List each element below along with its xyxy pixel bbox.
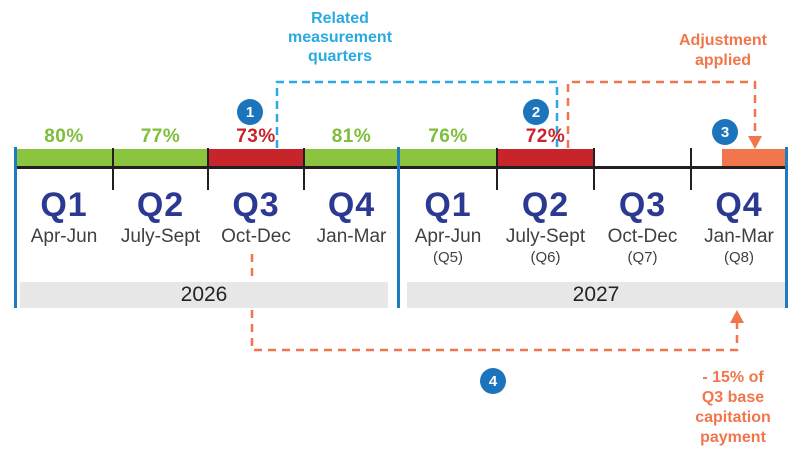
quarter-label: Q1 — [40, 186, 88, 224]
year-label: 2026 — [180, 283, 228, 306]
year-label: 2027 — [572, 283, 620, 306]
quarter-2027-q1: 76% Q1 Apr-Jun (Q5) — [399, 126, 497, 266]
marker-3: 3 — [712, 119, 738, 145]
quarter-2027-q3: Q3 Oct-Dec (Q7) — [594, 126, 691, 266]
payment-reduction-note: - 15% of Q3 base capitation payment — [695, 369, 771, 446]
sub-quarter-label: (Q6) — [530, 249, 561, 266]
bar-2027-q2 — [497, 149, 594, 166]
bar-2026-q4 — [304, 149, 400, 166]
bar-2026-q2 — [113, 149, 208, 166]
pct-label: 72% — [525, 126, 566, 147]
tick-2027-q3-q4 — [690, 148, 692, 190]
quarter-2026-q3: 73% Q3 Oct-Dec — [208, 126, 304, 249]
pct-label: 80% — [44, 126, 84, 147]
tick-2027-q1-q2 — [496, 148, 498, 190]
months-label: Apr-Jun — [414, 226, 482, 247]
months-label: July-Sept — [120, 226, 201, 247]
months-label: Jan-Mar — [316, 226, 387, 247]
marker-2: 2 — [523, 99, 549, 125]
pct-label: 81% — [331, 126, 372, 147]
quarter-label: Q2 — [521, 186, 570, 224]
pct-label: 73% — [236, 126, 276, 147]
timeline-axis — [15, 166, 788, 169]
related-quarters-note: Related measurement quarters — [287, 10, 393, 65]
months-label: Jan-Mar — [704, 226, 774, 247]
pct-label: 77% — [140, 126, 181, 147]
quarter-label: Q2 — [136, 186, 185, 224]
quarter-2027-q2: 72% Q2 July-Sept (Q6) — [497, 126, 594, 266]
tick-2026-q3-q4 — [303, 148, 305, 190]
sub-quarter-label: (Q5) — [433, 249, 463, 266]
year-divider-start — [14, 147, 17, 308]
bar-2027-q1 — [400, 149, 497, 166]
quarter-label: Q1 — [424, 186, 472, 224]
payment-flow-arrow-up-icon — [730, 310, 744, 323]
bar-2026-q3 — [208, 149, 304, 166]
months-label: Oct-Dec — [221, 226, 291, 247]
months-label: Oct-Dec — [607, 226, 678, 247]
year-divider-2026-2027 — [397, 147, 400, 308]
quarter-label: Q3 — [618, 186, 667, 224]
tick-2026-q1-q2 — [112, 148, 114, 190]
sub-quarter-label: (Q8) — [724, 249, 754, 266]
months-label: Apr-Jun — [30, 226, 98, 247]
quarter-2026-q2: 77% Q2 July-Sept — [113, 126, 208, 249]
sub-quarter-label: (Q7) — [627, 249, 658, 266]
adjustment-applied-note: Adjustment applied — [679, 32, 767, 69]
marker-1: 1 — [237, 99, 263, 125]
pct-label: 76% — [428, 126, 468, 147]
marker-4: 4 — [480, 368, 506, 394]
quarter-2026-q4: 81% Q4 Jan-Mar — [304, 126, 399, 249]
quarter-label: Q4 — [327, 186, 376, 224]
quarter-label: Q3 — [232, 186, 280, 224]
quarter-2027-q4: Q4 Jan-Mar (Q8) — [691, 126, 787, 266]
tick-2027-q2-q3 — [593, 148, 595, 190]
bar-2027-q4-adjustment — [722, 149, 786, 166]
months-label: July-Sept — [505, 226, 586, 247]
quarter-label: Q4 — [715, 186, 763, 224]
bar-2026-q1 — [16, 149, 113, 166]
tick-2026-q2-q3 — [207, 148, 209, 190]
quarter-2026-q1: 80% Q1 Apr-Jun — [15, 126, 113, 249]
year-band-2026: 2026 — [20, 282, 388, 308]
year-divider-end — [785, 147, 788, 308]
year-band-2027: 2027 — [407, 282, 785, 308]
